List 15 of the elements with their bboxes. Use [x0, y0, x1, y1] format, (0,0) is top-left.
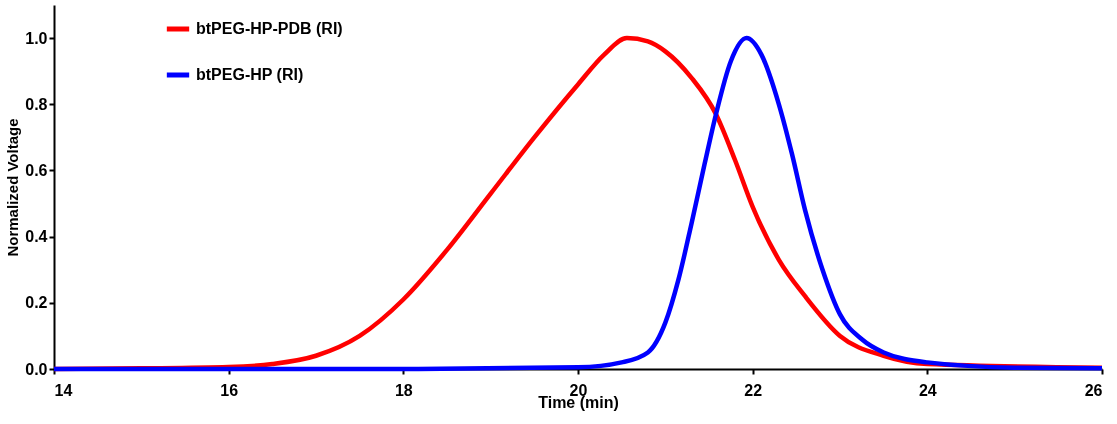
- legend-label: btPEG-HP (RI): [196, 66, 304, 83]
- x-tick-label: 14: [54, 381, 73, 399]
- y-tick-label: 0.0: [25, 360, 48, 378]
- y-tick-label: 1.0: [25, 29, 48, 47]
- y-tick-label: 0.4: [25, 228, 48, 246]
- legend-label: btPEG-HP-PDB (RI): [196, 20, 343, 37]
- x-tick-label: 16: [220, 381, 239, 399]
- x-tick-label: 22: [744, 381, 763, 399]
- y-axis-title: Normalized Voltage: [4, 118, 22, 257]
- x-tick-label: 24: [918, 381, 937, 399]
- x-tick-label: 18: [394, 381, 413, 399]
- y-tick-label: 0.8: [25, 95, 48, 113]
- y-tick-label: 0.6: [25, 161, 48, 179]
- y-tick-label: 0.2: [25, 294, 48, 312]
- x-tick-label: 26: [1084, 381, 1103, 399]
